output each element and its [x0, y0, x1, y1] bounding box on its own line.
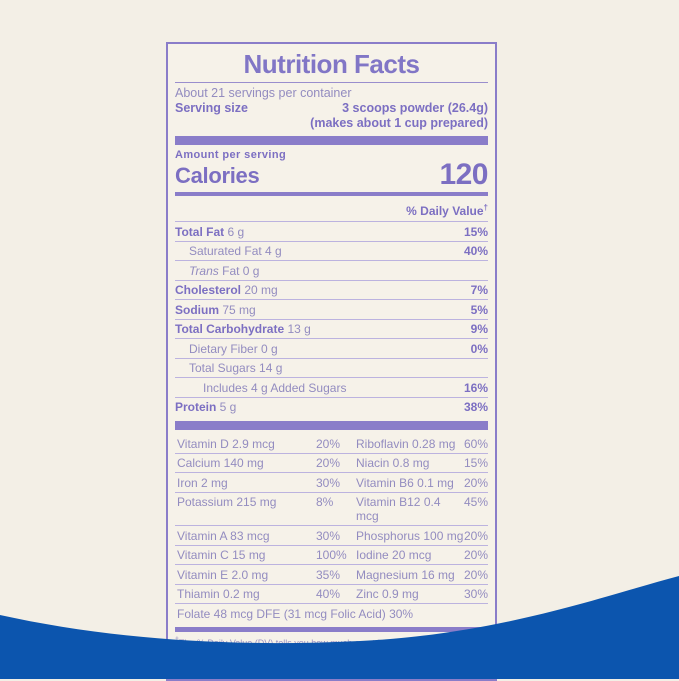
micronutrient-right-name: Vitamin B12 0.4 mcg [356, 495, 441, 523]
micronutrient-right-dv: 60% [464, 436, 489, 451]
micronutrient-left-name: Thiamin 0.2 mg [177, 587, 260, 601]
micronutrient-row: Vitamin E 2.0 mg 35% Magnesium 16 mg 20% [175, 565, 488, 585]
nutrient-name: Cholesterol 20 mg [175, 283, 278, 297]
nutrient-row: Saturated Fat 4 g 40% [175, 242, 488, 261]
servings-per-container: About 21 servings per container [175, 86, 352, 100]
micronutrient-left-dv: 35% [316, 567, 341, 582]
micronutrient-row: Potassium 215 mg 8% Vitamin B12 0.4 mcg … [175, 493, 489, 526]
divider-thick-top [175, 136, 488, 145]
micronutrient-left-dv: 8% [316, 495, 334, 509]
micronutrient-right-dv: 15% [464, 456, 489, 470]
micronutrient-right-dv: 45% [464, 495, 489, 509]
serving-size-value: 3 scoops powder (26.4g) (makes about 1 c… [310, 101, 488, 131]
nutrient-name: Sodium 75 mg [175, 302, 256, 317]
micronutrient-left-dv: 30% [316, 528, 341, 543]
amount-per-serving: Amount per serving [175, 149, 287, 161]
daily-value-header: % Daily Value† [175, 198, 488, 222]
micronutrient-row: Vitamin D 2.9 mcg 20% Riboflavin 0.28 mg… [175, 434, 488, 454]
divider-medium-bottom [175, 627, 488, 632]
micronutrient-right-dv: 20% [464, 548, 489, 562]
nutrient-row: Total Sugars 14 g [175, 359, 488, 378]
nutrient-name: Total Carbohydrate 13 g [175, 322, 311, 336]
micronutrient-left-name: Vitamin A 83 mcg [177, 528, 270, 543]
dagger-marker: † [483, 203, 488, 212]
nutrient-daily-value: 0% [470, 341, 488, 356]
nutrition-facts-label: Nutrition Facts About 21 servings per co… [166, 42, 497, 681]
micronutrient-left-name: Vitamin C 15 mg [177, 548, 266, 562]
micronutrient-right-dv: 30% [464, 587, 489, 601]
folate-row: Folate 48 mcg DFE (31 mcg Folic Acid) 30… [177, 607, 414, 621]
label-title: Nutrition Facts [175, 48, 488, 83]
micronutrient-rows: Vitamin D 2.9 mcg 20% Riboflavin 0.28 mg… [175, 434, 488, 604]
micronutrient-left-name: Vitamin D 2.9 mcg [177, 436, 275, 451]
nutrient-daily-value: 40% [463, 244, 488, 258]
nutrient-name: Includes 4 g Added Sugars [203, 380, 347, 395]
nutrient-daily-value: 16% [463, 380, 488, 395]
nutrient-daily-value: 38% [463, 400, 488, 414]
micronutrient-right-name: Magnesium 16 mg [356, 567, 455, 582]
micronutrient-row: Vitamin C 15 mg 100% Iodine 20 mcg 20% [175, 546, 489, 565]
nutrient-row: Cholesterol 20 mg 7% [175, 281, 488, 300]
nutrient-name: Saturated Fat 4 g [189, 244, 282, 258]
micronutrient-left-dv: 20% [316, 436, 341, 451]
micronutrient-row: Thiamin 0.2 mg 40% Zinc 0.9 mg 30% [175, 585, 489, 604]
divider-medium [175, 192, 488, 196]
divider-thick-middle [175, 421, 488, 430]
calories-row: Calories 120 [175, 158, 488, 191]
nutrient-row: Sodium 75 mg 5% [175, 300, 488, 320]
micronutrient-right-name: Phosphorus 100 mg [356, 528, 464, 543]
nutrient-row: Total Fat 6 g 15% [175, 222, 488, 242]
calories-value: 120 [439, 158, 488, 191]
micronutrient-left-name: Calcium 140 mg [177, 456, 264, 470]
micronutrient-right-dv: 20% [464, 567, 489, 582]
serving-size-line1: 3 scoops powder (26.4g) [342, 101, 488, 115]
serving-size-label: Serving size [175, 101, 248, 115]
calories-label: Calories [175, 163, 260, 188]
nutrient-row: Trans Fat 0 g [175, 261, 488, 281]
nutrient-name: Total Sugars 14 g [189, 361, 283, 375]
micronutrient-left-name: Iron 2 mg [177, 475, 228, 490]
micronutrient-right-name: Niacin 0.8 mg [356, 456, 430, 470]
nutrient-row: Protein 5 g 38% [175, 398, 488, 417]
nutrient-daily-value: 15% [463, 224, 488, 239]
micronutrient-left-name: Vitamin E 2.0 mg [177, 567, 269, 582]
micronutrient-row: Iron 2 mg 30% Vitamin B6 0.1 mg 20% [175, 473, 488, 493]
nutrient-row: Total Carbohydrate 13 g 9% [175, 320, 488, 339]
blue-wave-graphic [0, 576, 679, 679]
micronutrient-row: Calcium 140 mg 20% Niacin 0.8 mg 15% [175, 454, 489, 473]
nutrient-daily-value: 9% [470, 322, 488, 336]
micronutrient-right-dv: 20% [464, 475, 489, 490]
micronutrient-left-dv: 20% [316, 456, 341, 470]
nutrient-row: Includes 4 g Added Sugars 16% [175, 378, 488, 398]
micronutrient-row: Vitamin A 83 mcg 30% Phosphorus 100 mg 2… [175, 526, 488, 546]
nutrient-daily-value: 7% [470, 283, 488, 297]
micronutrient-left-dv: 40% [316, 587, 341, 601]
nutrient-name: Protein 5 g [175, 400, 237, 414]
micronutrient-right-dv: 20% [464, 528, 489, 543]
serving-size-line2: (makes about 1 cup prepared) [310, 116, 488, 130]
micronutrient-right-name: Riboflavin 0.28 mg [356, 436, 456, 451]
serving-size-row: Serving size 3 scoops powder (26.4g) (ma… [175, 101, 488, 131]
nutrient-row: Dietary Fiber 0 g 0% [175, 339, 488, 359]
nutrient-rows: Total Fat 6 g 15% Saturated Fat 4 g 40% … [175, 222, 488, 416]
nutrient-daily-value: 5% [470, 302, 488, 317]
micronutrient-left-dv: 30% [316, 475, 341, 490]
micronutrient-left-dv: 100% [316, 548, 347, 562]
micronutrient-right-name: Iodine 20 mcg [356, 548, 432, 562]
micronutrient-right-name: Zinc 0.9 mg [356, 587, 419, 601]
nutrient-name: Trans Fat 0 g [189, 263, 260, 278]
nutrient-name: Dietary Fiber 0 g [189, 341, 278, 356]
micronutrient-right-name: Vitamin B6 0.1 mg [356, 475, 454, 490]
nutrient-name: Total Fat 6 g [175, 224, 245, 239]
micronutrient-left-name: Potassium 215 mg [177, 495, 277, 509]
